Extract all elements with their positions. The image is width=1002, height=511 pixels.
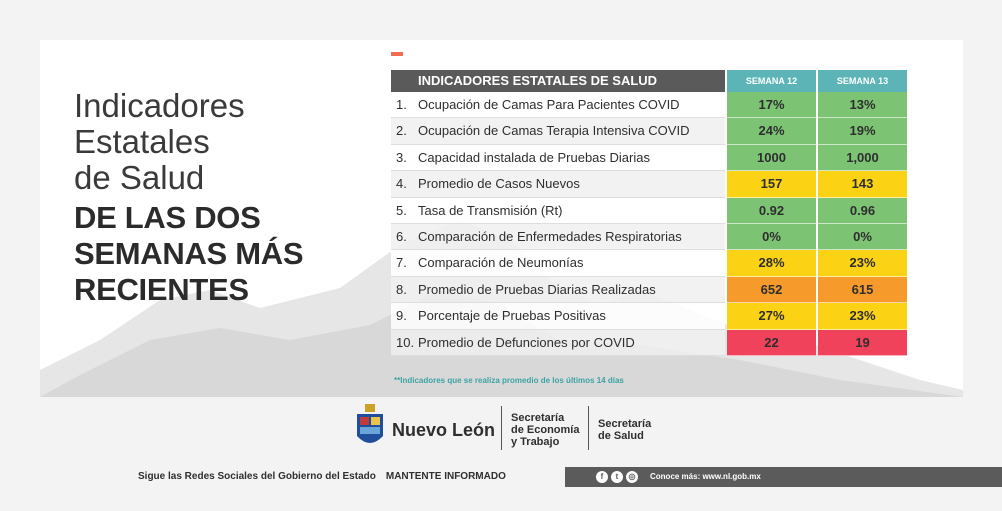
week-12-value: 28% — [727, 250, 816, 277]
indicator-label: 5. Tasa de Transmisión (Rt) — [391, 197, 725, 224]
table-row: 2. Ocupación de Camas Terapia Intensiva C… — [391, 118, 907, 145]
sec1-line-2: de Economía — [511, 424, 580, 436]
indicator-number: 6. — [396, 228, 407, 244]
footnote: **Indicadores que se realiza promedio de… — [394, 376, 624, 385]
title-line-2: Estatales — [74, 123, 210, 160]
sec2-line-1: Secretaría — [598, 418, 652, 430]
table-header-title: INDICADORES ESTATALES DE SALUD — [391, 70, 725, 92]
footer-bar: f t ◎ Conoce más: www.nl.gob.mx — [565, 467, 1002, 487]
content-card: Indicadores Estatales de Salud DE LAS DO… — [40, 40, 963, 397]
indicator-number: 1. — [396, 97, 407, 112]
week-13-value: 23% — [818, 303, 907, 330]
indicators-table: INDICADORES ESTATALES DE SALUD SEMANA 12… — [391, 70, 907, 356]
sec2-line-2: de Salud — [598, 430, 644, 442]
indicator-text: Ocupación de Camas Para Pacientes COVID — [418, 97, 680, 112]
week-13-value: 0.96 — [818, 197, 907, 224]
title-line-3: de Salud — [74, 159, 205, 196]
indicator-number: 10. — [396, 334, 415, 350]
column-header-week-13: SEMANA 13 — [818, 70, 907, 92]
twitter-icon[interactable]: t — [611, 471, 623, 483]
week-12-value: 1000 — [727, 144, 816, 172]
week-13-value: 615 — [818, 276, 907, 304]
title-bold-line-3: RECIENTES — [74, 272, 249, 307]
week-12-value: 157 — [727, 171, 816, 198]
sec1-line-3: y Trabajo — [511, 436, 560, 448]
indicator-label: 1. Ocupación de Camas Para Pacientes COVI… — [391, 92, 725, 119]
coat-of-arms-icon — [357, 404, 383, 443]
indicator-number: 7. — [396, 255, 407, 271]
week-12-value: 22 — [727, 329, 816, 356]
indicator-number: 3. — [396, 149, 407, 165]
indicator-label: 10. Promedio de Defunciones por COVID — [391, 329, 725, 356]
week-12-value: 17% — [727, 92, 816, 119]
indicator-number: 2. — [396, 123, 407, 139]
accent-mark — [391, 52, 403, 56]
indicator-label: 4. Promedio de Casos Nuevos — [391, 171, 725, 198]
week-13-value: 19 — [818, 329, 907, 356]
logo-divider-2 — [588, 406, 589, 450]
indicator-text: Promedio de Defunciones por COVID — [418, 334, 635, 350]
logo-divider-1 — [501, 406, 502, 450]
indicator-number: 5. — [396, 202, 407, 218]
indicator-text: Ocupación de Camas Terapia Intensiva COV… — [418, 123, 690, 139]
indicator-text: Promedio de Pruebas Diarias Realizadas — [418, 281, 656, 297]
indicator-label: 6. Comparación de Enfermedades Respirator… — [391, 223, 725, 251]
week-13-value: 1,000 — [818, 144, 907, 172]
week-13-value: 0% — [818, 223, 907, 251]
indicator-text: Comparación de Neumonías — [418, 255, 584, 271]
indicator-number: 8. — [396, 281, 407, 297]
cta-text: MANTENTE INFORMADO — [385, 471, 506, 482]
indicator-number: 9. — [396, 308, 407, 324]
table-body: 1. Ocupación de Camas Para Pacientes COVI… — [391, 92, 907, 356]
table-row: 1. Ocupación de Camas Para Pacientes COVI… — [391, 92, 907, 119]
indicator-number: 4. — [396, 176, 407, 192]
title-bold-line-1: DE LAS DOS — [74, 200, 261, 235]
week-12-value: 652 — [727, 276, 816, 304]
title-bold-line-2: SEMANAS MÁS — [74, 236, 304, 271]
secretaria-salud: Secretaría de Salud — [598, 418, 651, 442]
table-row: 9. Porcentaje de Pruebas Positivas 27% 23% — [391, 303, 907, 330]
follow-text: Sigue las Redes Sociales del Gobierno de… — [138, 471, 376, 482]
table-row: 8. Promedio de Pruebas Diarias Realizadas… — [391, 276, 907, 304]
footer-social-text: Sigue las Redes Sociales del Gobierno de… — [138, 471, 506, 482]
indicator-text: Porcentaje de Pruebas Positivas — [418, 308, 606, 324]
table-header: INDICADORES ESTATALES DE SALUD SEMANA 12… — [391, 70, 907, 92]
table-row: 5. Tasa de Transmisión (Rt) 0.92 0.96 — [391, 197, 907, 224]
title-line-1: Indicadores — [74, 87, 245, 124]
week-12-value: 24% — [727, 118, 816, 145]
week-13-value: 19% — [818, 118, 907, 145]
indicator-text: Comparación de Enfermedades Respiratoria… — [418, 228, 682, 244]
nuevo-leon-logo-text: Nuevo León — [392, 420, 496, 440]
sec1-line-1: Secretaría — [511, 412, 565, 424]
indicator-text: Promedio de Casos Nuevos — [418, 176, 580, 192]
indicator-text: Capacidad instalada de Pruebas Diarias — [418, 149, 650, 165]
indicator-label: 2. Ocupación de Camas Terapia Intensiva C… — [391, 118, 725, 145]
table-row: 4. Promedio de Casos Nuevos 157 143 — [391, 171, 907, 198]
week-12-value: 27% — [727, 303, 816, 330]
week-13-value: 23% — [818, 250, 907, 277]
week-13-value: 143 — [818, 171, 907, 198]
table-row: 3. Capacidad instalada de Pruebas Diarias… — [391, 144, 907, 172]
week-12-value: 0% — [727, 223, 816, 251]
table-row: 6. Comparación de Enfermedades Respirator… — [391, 223, 907, 251]
table-row: 10. Promedio de Defunciones por COVID 22 19 — [391, 329, 907, 356]
week-13-value: 13% — [818, 92, 907, 119]
website-link[interactable]: Conoce más: www.nl.gob.mx — [650, 472, 761, 481]
indicator-label: 8. Promedio de Pruebas Diarias Realizadas — [391, 276, 725, 304]
indicator-label: 9. Porcentaje de Pruebas Positivas — [391, 303, 725, 330]
week-12-value: 0.92 — [727, 197, 816, 224]
table-row: 7. Comparación de Neumonías 28% 23% — [391, 250, 907, 277]
instagram-icon[interactable]: ◎ — [626, 471, 638, 483]
indicator-label: 3. Capacidad instalada de Pruebas Diarias — [391, 144, 725, 172]
secretaria-economia: Secretaría de Economía y Trabajo — [511, 412, 579, 448]
indicator-text: Tasa de Transmisión (Rt) — [418, 202, 563, 218]
indicator-label: 7. Comparación de Neumonías — [391, 250, 725, 277]
column-header-week-12: SEMANA 12 — [727, 70, 816, 92]
facebook-icon[interactable]: f — [596, 471, 608, 483]
